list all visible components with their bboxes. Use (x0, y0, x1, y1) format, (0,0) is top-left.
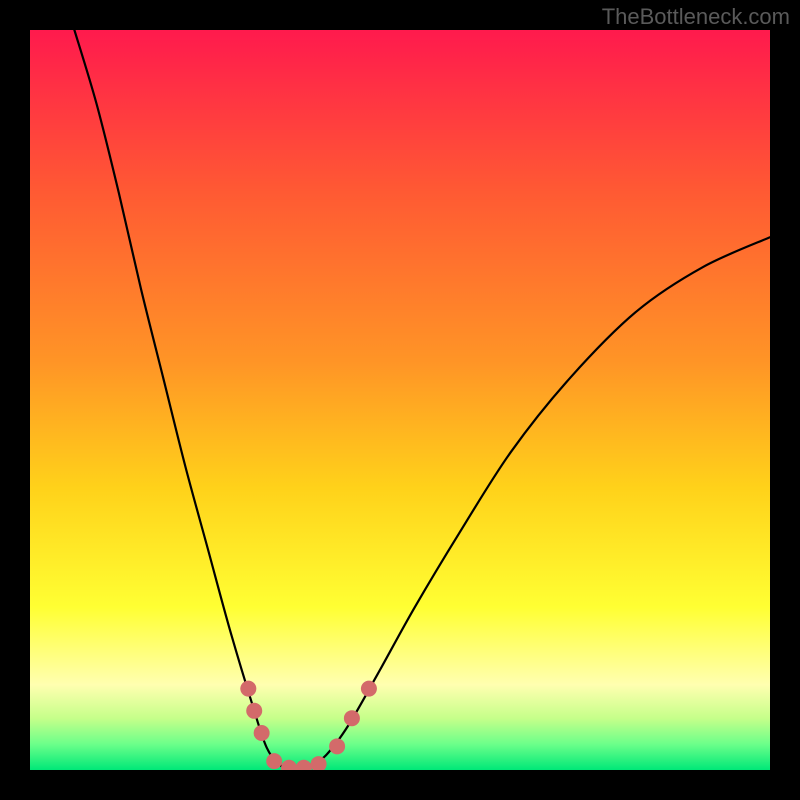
chart-stage: TheBottleneck.com (0, 0, 800, 800)
valley-marker (254, 725, 270, 741)
valley-marker (329, 738, 345, 754)
bottleneck-curve (74, 30, 770, 768)
valley-marker (266, 753, 282, 769)
valley-marker (361, 681, 377, 697)
watermark-text: TheBottleneck.com (602, 4, 790, 30)
valley-marker (281, 760, 297, 776)
valley-marker (311, 756, 327, 772)
chart-plot-layer (0, 0, 800, 800)
valley-marker (240, 681, 256, 697)
valley-marker (344, 710, 360, 726)
valley-marker (246, 703, 262, 719)
valley-marker (296, 760, 312, 776)
